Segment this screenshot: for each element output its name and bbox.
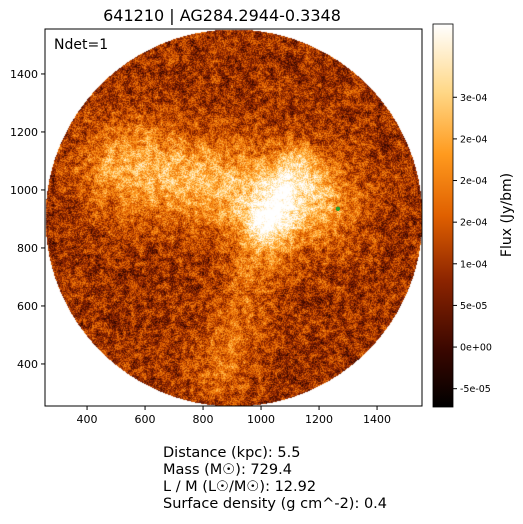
x-tick-label: 600 [135, 413, 156, 426]
x-tick-label: 800 [193, 413, 214, 426]
mass-text: Mass (M☉): 729.4 [163, 462, 292, 478]
colorbar-tick-label: 5e-05 [460, 301, 487, 312]
x-tick-label: 1400 [363, 413, 391, 426]
y-tick-label: 600 [17, 300, 38, 313]
ndet-annotation: Ndet=1 [54, 37, 108, 53]
surface-density-text: Surface density (g cm^-2): 0.4 [163, 496, 388, 512]
colorbar-tick-label: 3e-04 [460, 93, 487, 104]
y-tick-label: 1200 [10, 126, 38, 139]
x-axis: 400 600 800 1000 1200 1400 [77, 406, 391, 426]
x-tick-label: 1200 [305, 413, 333, 426]
colorbar-tick-label: 1e-04 [460, 259, 487, 270]
colorbar-label: Flux (Jy/bm) [499, 173, 515, 257]
colorbar-tick-label: 0e+00 [460, 343, 492, 354]
y-axis: 400 600 800 1000 1200 1400 [10, 68, 45, 371]
lm-text: L / M (L☉/M☉): 12.92 [163, 479, 317, 495]
source-marker [335, 206, 341, 211]
colorbar-tick-label: -5e-05 [460, 384, 491, 395]
plot-frame-border [44, 28, 423, 407]
colorbar-tick-label: 2e-04 [460, 218, 487, 229]
y-tick-label: 400 [17, 358, 38, 371]
colorbar-tick-label: 2e-04 [460, 176, 487, 187]
y-tick-label: 1400 [10, 68, 38, 81]
distance-text: Distance (kpc): 5.5 [163, 445, 301, 461]
x-tick-label: 1000 [247, 413, 275, 426]
chart-title: 641210 | AG284.2944-0.3348 [103, 6, 341, 25]
colorbar-tick-label: 2e-04 [460, 134, 487, 145]
x-tick-label: 400 [77, 413, 98, 426]
y-tick-label: 1000 [10, 184, 38, 197]
colorbar [432, 23, 454, 408]
flux-map-image [45, 29, 422, 406]
y-tick-label: 800 [17, 242, 38, 255]
colorbar-axis: -5e-05 0e+00 5e-05 1e-04 2e-04 2e-04 2e-04 3e-0… [453, 93, 492, 395]
